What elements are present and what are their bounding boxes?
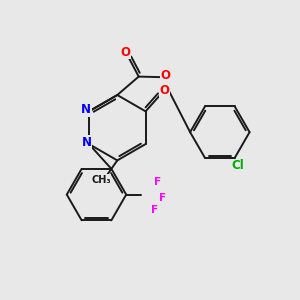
Text: F: F (154, 177, 161, 187)
Text: F: F (159, 193, 166, 202)
Text: N: N (81, 103, 91, 116)
Text: O: O (161, 69, 171, 82)
Text: O: O (159, 84, 169, 97)
Text: F: F (151, 205, 158, 215)
Text: N: N (82, 136, 92, 149)
Text: Cl: Cl (231, 159, 244, 172)
Text: O: O (120, 46, 130, 59)
Text: CH₃: CH₃ (91, 175, 111, 185)
